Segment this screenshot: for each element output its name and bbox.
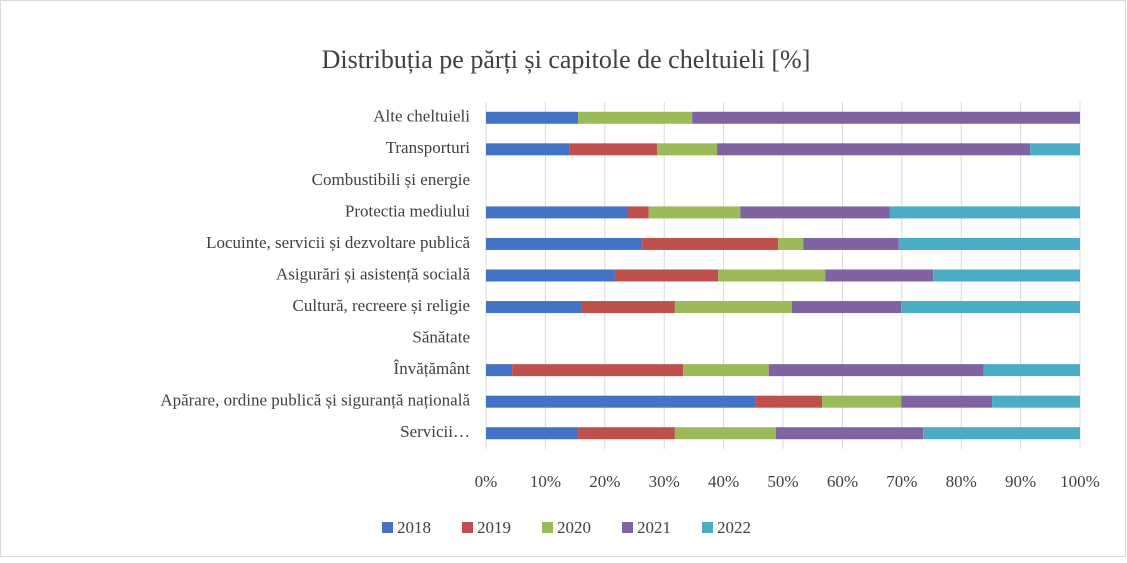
y-tick-label: Locuinte, servicii și dezvoltare publică	[206, 233, 470, 252]
legend-label: 2021	[637, 518, 671, 537]
y-tick-label: Servicii…	[400, 422, 470, 441]
bar-segment	[768, 364, 984, 377]
bar-segment	[803, 237, 899, 250]
legend-swatch	[462, 522, 473, 533]
legend-label: 2018	[397, 518, 431, 537]
y-tick-label: Asigurări și asistență socială	[276, 264, 470, 283]
bar-segment	[486, 427, 579, 440]
chart-title: Distribuția pe părți și capitole de chel…	[322, 45, 811, 74]
x-tick-label: 70%	[886, 472, 917, 491]
bar-segment	[581, 301, 675, 314]
bar-segment	[512, 364, 684, 377]
legend-label: 2019	[477, 518, 511, 537]
x-tick-label: 80%	[946, 472, 977, 491]
legend-swatch	[622, 522, 633, 533]
y-tick-label: Apărare, ordine publică și siguranță naț…	[160, 391, 470, 410]
bar-segment	[486, 364, 513, 377]
bar-segment	[992, 395, 1080, 408]
legend-swatch	[382, 522, 393, 533]
y-tick-label: Protectia mediului	[345, 201, 470, 220]
x-tick-label: 100%	[1060, 472, 1100, 491]
y-tick-label: Sănătate	[412, 327, 470, 346]
legend-swatch	[702, 522, 713, 533]
bar-segment	[486, 269, 615, 282]
bar-segment	[889, 206, 1080, 219]
bar-segment	[486, 395, 756, 408]
bar-segment	[755, 395, 823, 408]
y-tick-label: Transporturi	[386, 138, 471, 157]
x-tick-label: 0%	[475, 472, 498, 491]
x-tick-label: 90%	[1005, 472, 1036, 491]
y-tick-label: Alte cheltuieli	[373, 107, 470, 126]
bar-segment	[717, 143, 1031, 156]
legend-swatch	[542, 522, 553, 533]
bar-segment	[486, 111, 579, 124]
bar-segment	[740, 206, 890, 219]
bar-segment	[642, 237, 779, 250]
bar-segment	[923, 427, 1080, 440]
bar-segment	[569, 143, 658, 156]
bar-segment	[778, 237, 804, 250]
x-tick-label: 10%	[530, 472, 561, 491]
bar-segment	[674, 301, 792, 314]
legend-label: 2020	[557, 518, 591, 537]
bar-segment	[933, 269, 1080, 282]
y-tick-label: Cultură, recreere și religie	[293, 296, 470, 315]
y-tick-label: Combustibili și energie	[312, 170, 470, 189]
y-tick-label: Învățământ	[394, 359, 471, 378]
bar-segment	[791, 301, 902, 314]
bar-segment	[627, 206, 649, 219]
x-tick-label: 60%	[827, 472, 858, 491]
bar-segment	[486, 301, 582, 314]
x-tick-label: 20%	[589, 472, 620, 491]
bar-segment	[486, 237, 643, 250]
bar-segment	[486, 206, 628, 219]
bar-segment	[674, 427, 776, 440]
bar-segment	[901, 301, 1080, 314]
bar-segment	[657, 143, 718, 156]
x-tick-label: 50%	[767, 472, 798, 491]
bar-segment	[578, 427, 675, 440]
bar-segment	[898, 237, 1080, 250]
bar-segment	[983, 364, 1080, 377]
bar-segment	[775, 427, 924, 440]
legend-label: 2022	[717, 518, 751, 537]
bar-segment	[825, 269, 934, 282]
bar-segment	[614, 269, 719, 282]
bar-segment	[1030, 143, 1080, 156]
bar-segment	[683, 364, 769, 377]
bar-segment	[901, 395, 993, 408]
x-tick-label: 40%	[708, 472, 739, 491]
bar-segment	[718, 269, 826, 282]
bar-segment	[822, 395, 902, 408]
bar-segment	[486, 143, 570, 156]
bar-segment	[578, 111, 693, 124]
bar-segment	[648, 206, 741, 219]
bar-segment	[692, 111, 1080, 124]
x-tick-label: 30%	[649, 472, 680, 491]
